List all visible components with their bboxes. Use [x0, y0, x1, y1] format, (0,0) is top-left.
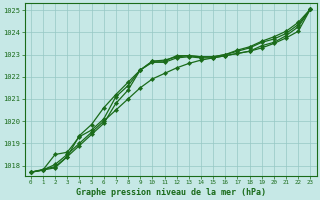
X-axis label: Graphe pression niveau de la mer (hPa): Graphe pression niveau de la mer (hPa): [76, 188, 266, 197]
